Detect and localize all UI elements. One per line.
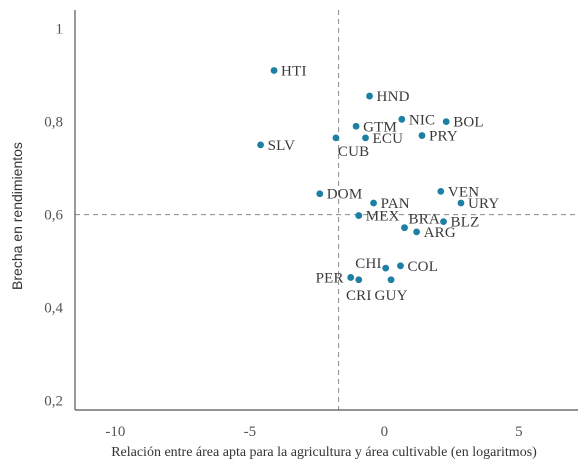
x-tick-label: -5 [244, 424, 257, 440]
data-point-ecu [362, 134, 369, 142]
data-label-cri: CRI [346, 288, 372, 304]
data-label-mex: MEX [366, 209, 400, 225]
data-label-slv: SLV [268, 138, 296, 154]
data-point-cub [332, 134, 340, 142]
data-label-pry: PRY [429, 129, 458, 145]
data-point-col [397, 262, 404, 270]
data-label-col: COL [407, 259, 438, 275]
data-point-arg [413, 228, 421, 236]
data-label-blz: BLZ [451, 215, 480, 231]
data-label-hnd: HND [377, 89, 410, 105]
data-label-hti: HTI [281, 63, 307, 79]
data-label-dom: DOM [327, 187, 363, 203]
x-tick-label: 5 [515, 424, 523, 440]
data-point-cri [355, 276, 363, 284]
data-label-ury: URY [468, 196, 499, 212]
data-point-pan [370, 199, 377, 207]
data-point-chi [382, 264, 390, 272]
data-label-bol: BOL [453, 115, 484, 131]
data-point-ven [437, 187, 445, 195]
data-label-gtm: GTM [363, 119, 397, 135]
tick-labels: -10 -5 0 5 0,2 0,4 0,6 0,8 1 [44, 22, 522, 440]
data-label-ecu: ECU [373, 131, 404, 147]
data-point-hnd [366, 92, 373, 100]
y-tick-label: 0,6 [44, 208, 63, 224]
data-label-pan: PAN [381, 196, 410, 212]
data-point-blz [440, 218, 447, 226]
reference-lines [75, 10, 578, 410]
data-point-slv [257, 141, 264, 149]
y-tick-label: 0,4 [44, 301, 63, 317]
data-point-nic [398, 115, 406, 123]
data-label-arg: ARG [424, 225, 456, 241]
x-axis-title: Relación entre área apta para la agricul… [111, 445, 537, 460]
data-point-per [347, 274, 355, 281]
x-tick-label: 0 [381, 424, 389, 440]
x-tick-label: -10 [105, 424, 125, 440]
data-point-gtm [352, 122, 360, 130]
data-label-cub: CUB [338, 144, 369, 160]
data-point-bol [442, 118, 450, 126]
data-label-nic: NIC [409, 112, 435, 128]
axes [74, 10, 578, 411]
data-point-pry [418, 132, 426, 139]
data-point-mex [355, 212, 363, 219]
data-point-ury [457, 199, 465, 207]
data-label-bra: BRA [409, 212, 440, 228]
data-point-hti [270, 67, 278, 74]
data-point-dom [316, 190, 324, 198]
y-tick-label: 0,8 [44, 115, 63, 131]
data-label-per: PER [316, 270, 344, 286]
data-label-ven: VEN [448, 184, 479, 200]
data-label-guy: GUY [375, 288, 408, 304]
data-label-chi: CHI [355, 256, 381, 272]
data-point-guy [387, 276, 395, 284]
y-axis-title: Brecha en rendimientos [9, 142, 25, 290]
y-tick-label: 0,2 [44, 394, 63, 410]
data-point-bra [401, 224, 408, 232]
data-points [257, 67, 465, 284]
y-tick-label: 1 [56, 22, 64, 38]
